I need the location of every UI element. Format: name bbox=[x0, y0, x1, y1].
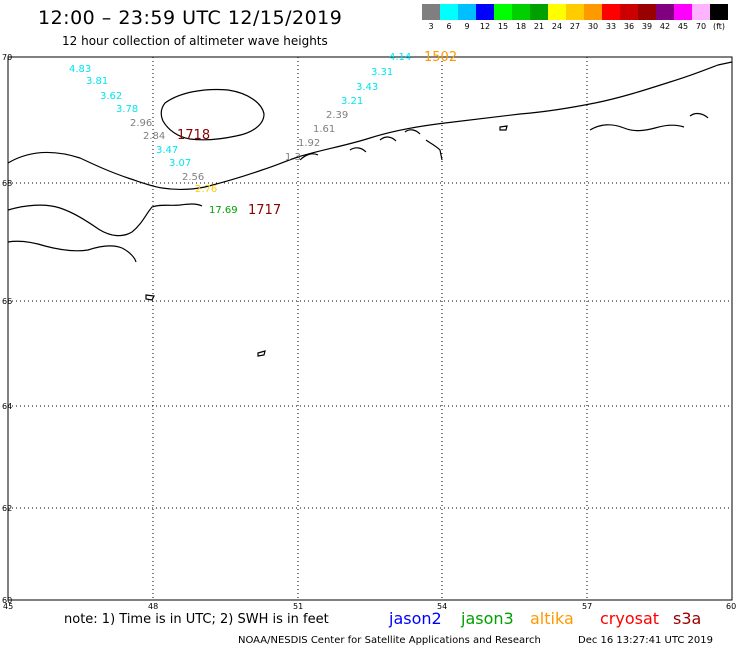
lon-label: 57 bbox=[582, 602, 592, 611]
color-scale-swatch bbox=[530, 4, 548, 20]
color-scale-label: 36 bbox=[623, 22, 635, 31]
wave-height-reading: 2.96 bbox=[130, 118, 152, 129]
color-scale-swatch bbox=[548, 4, 566, 20]
observation-time-label: 1718 bbox=[177, 128, 210, 143]
mezen-bay-coast bbox=[7, 203, 203, 237]
wave-height-reading: 2.56 bbox=[182, 172, 204, 183]
color-scale-label: 21 bbox=[533, 22, 545, 31]
lon-label: 48 bbox=[148, 602, 158, 611]
white-sea-coast bbox=[7, 240, 137, 263]
wave-height-reading: 3.47 bbox=[156, 145, 178, 156]
map-subtitle: 12 hour collection of altimeter wave hei… bbox=[62, 34, 328, 48]
wave-height-reading: 3.62 bbox=[100, 91, 122, 102]
lon-label: 54 bbox=[437, 602, 447, 611]
lon-label: 45 bbox=[3, 602, 13, 611]
color-scale-label: 15 bbox=[497, 22, 509, 31]
lat-label: 70 bbox=[2, 53, 12, 62]
color-scale-swatch bbox=[710, 4, 728, 20]
color-scale-label: 24 bbox=[551, 22, 563, 31]
islet-2 bbox=[257, 350, 266, 357]
color-scale-label: 3 bbox=[428, 22, 434, 31]
kolguev-island bbox=[160, 88, 265, 141]
wave-height-reading: 2.39 bbox=[326, 110, 348, 121]
lon-label: 51 bbox=[293, 602, 303, 611]
mission-s3a: s3a bbox=[673, 609, 702, 628]
eastern-coast-detail bbox=[589, 112, 709, 132]
mission-cryosat: cryosat bbox=[600, 609, 660, 628]
generation-timestamp: Dec 16 13:27:41 UTC 2019 bbox=[578, 635, 713, 646]
mission-jason3: jason3 bbox=[461, 609, 514, 628]
color-scale-label: 33 bbox=[605, 22, 617, 31]
color-scale-label: 27 bbox=[569, 22, 581, 31]
lat-label: 62 bbox=[2, 504, 12, 513]
wave-height-reading: 2.84 bbox=[143, 131, 165, 142]
color-scale-swatch bbox=[494, 4, 512, 20]
color-scale-swatch bbox=[566, 4, 584, 20]
color-scale-labels: 3 6 9 12 15 18 21 24 27 30 33 36 39 42 45 70 (ft) bbox=[422, 22, 728, 31]
pechora-coast-islets bbox=[299, 129, 443, 161]
color-scale-swatch bbox=[620, 4, 638, 20]
wave-height-reading: 3.31 bbox=[371, 67, 393, 78]
wave-height-reading: 4.14 bbox=[389, 52, 411, 63]
mission-altika: altika bbox=[530, 609, 574, 628]
color-scale-label: 18 bbox=[515, 22, 527, 31]
color-scale-label: 30 bbox=[587, 22, 599, 31]
wave-height-reading: 3.43 bbox=[356, 82, 378, 93]
wave-height-reading: 3.07 bbox=[169, 158, 191, 169]
color-scale-swatch bbox=[656, 4, 674, 20]
color-scale-swatch bbox=[674, 4, 692, 20]
color-scale-label: 42 bbox=[659, 22, 671, 31]
color-scale-swatch bbox=[440, 4, 458, 20]
mission-jason2: jason2 bbox=[389, 609, 442, 628]
wave-height-reading: 1.61 bbox=[313, 124, 335, 135]
observation-time-label: 1502 bbox=[424, 50, 457, 65]
color-scale-swatch bbox=[692, 4, 710, 20]
color-scale-label: (ft) bbox=[712, 22, 726, 31]
color-scale-swatch bbox=[512, 4, 530, 20]
color-scale-label: 6 bbox=[446, 22, 452, 31]
lat-label: 68 bbox=[2, 179, 12, 188]
wave-height-reading: 1.3 bbox=[285, 152, 301, 163]
color-scale-label: 39 bbox=[641, 22, 653, 31]
color-scale-label: 9 bbox=[464, 22, 470, 31]
lat-label: 64 bbox=[2, 402, 12, 411]
wave-height-reading: 1.92 bbox=[298, 138, 320, 149]
islet-3 bbox=[499, 125, 508, 131]
lat-label: 60 bbox=[2, 596, 12, 605]
wave-height-reading: 17.69 bbox=[209, 205, 238, 216]
wave-height-reading: 4.83 bbox=[69, 64, 91, 75]
color-scale-swatch bbox=[422, 4, 440, 20]
graticule bbox=[8, 57, 732, 600]
credit-line: NOAA/NESDIS Center for Satellite Applica… bbox=[238, 635, 541, 646]
islet-1 bbox=[145, 294, 155, 301]
color-scale-swatch bbox=[476, 4, 494, 20]
lat-label: 66 bbox=[2, 297, 12, 306]
footer-note: note: 1) Time is in UTC; 2) SWH is in fe… bbox=[64, 612, 329, 627]
wave-height-color-scale bbox=[422, 4, 728, 20]
color-scale-swatch bbox=[458, 4, 476, 20]
wave-height-reading: 2.76 bbox=[195, 184, 217, 195]
wave-height-reading: 3.78 bbox=[116, 104, 138, 115]
observation-time-label: 1717 bbox=[248, 203, 281, 218]
wave-height-reading: 3.81 bbox=[86, 76, 108, 87]
lon-label: 60 bbox=[726, 602, 736, 611]
map-frame bbox=[7, 56, 733, 601]
color-scale-label: 70 bbox=[695, 22, 707, 31]
coastlines bbox=[7, 61, 733, 357]
map-title: 12:00 – 23:59 UTC 12/15/2019 bbox=[38, 7, 343, 29]
color-scale-label: 12 bbox=[479, 22, 491, 31]
color-scale-label: 45 bbox=[677, 22, 689, 31]
wave-height-reading: 3.21 bbox=[341, 96, 363, 107]
color-scale-swatch bbox=[638, 4, 656, 20]
color-scale-swatch bbox=[602, 4, 620, 20]
color-scale-swatch bbox=[584, 4, 602, 20]
